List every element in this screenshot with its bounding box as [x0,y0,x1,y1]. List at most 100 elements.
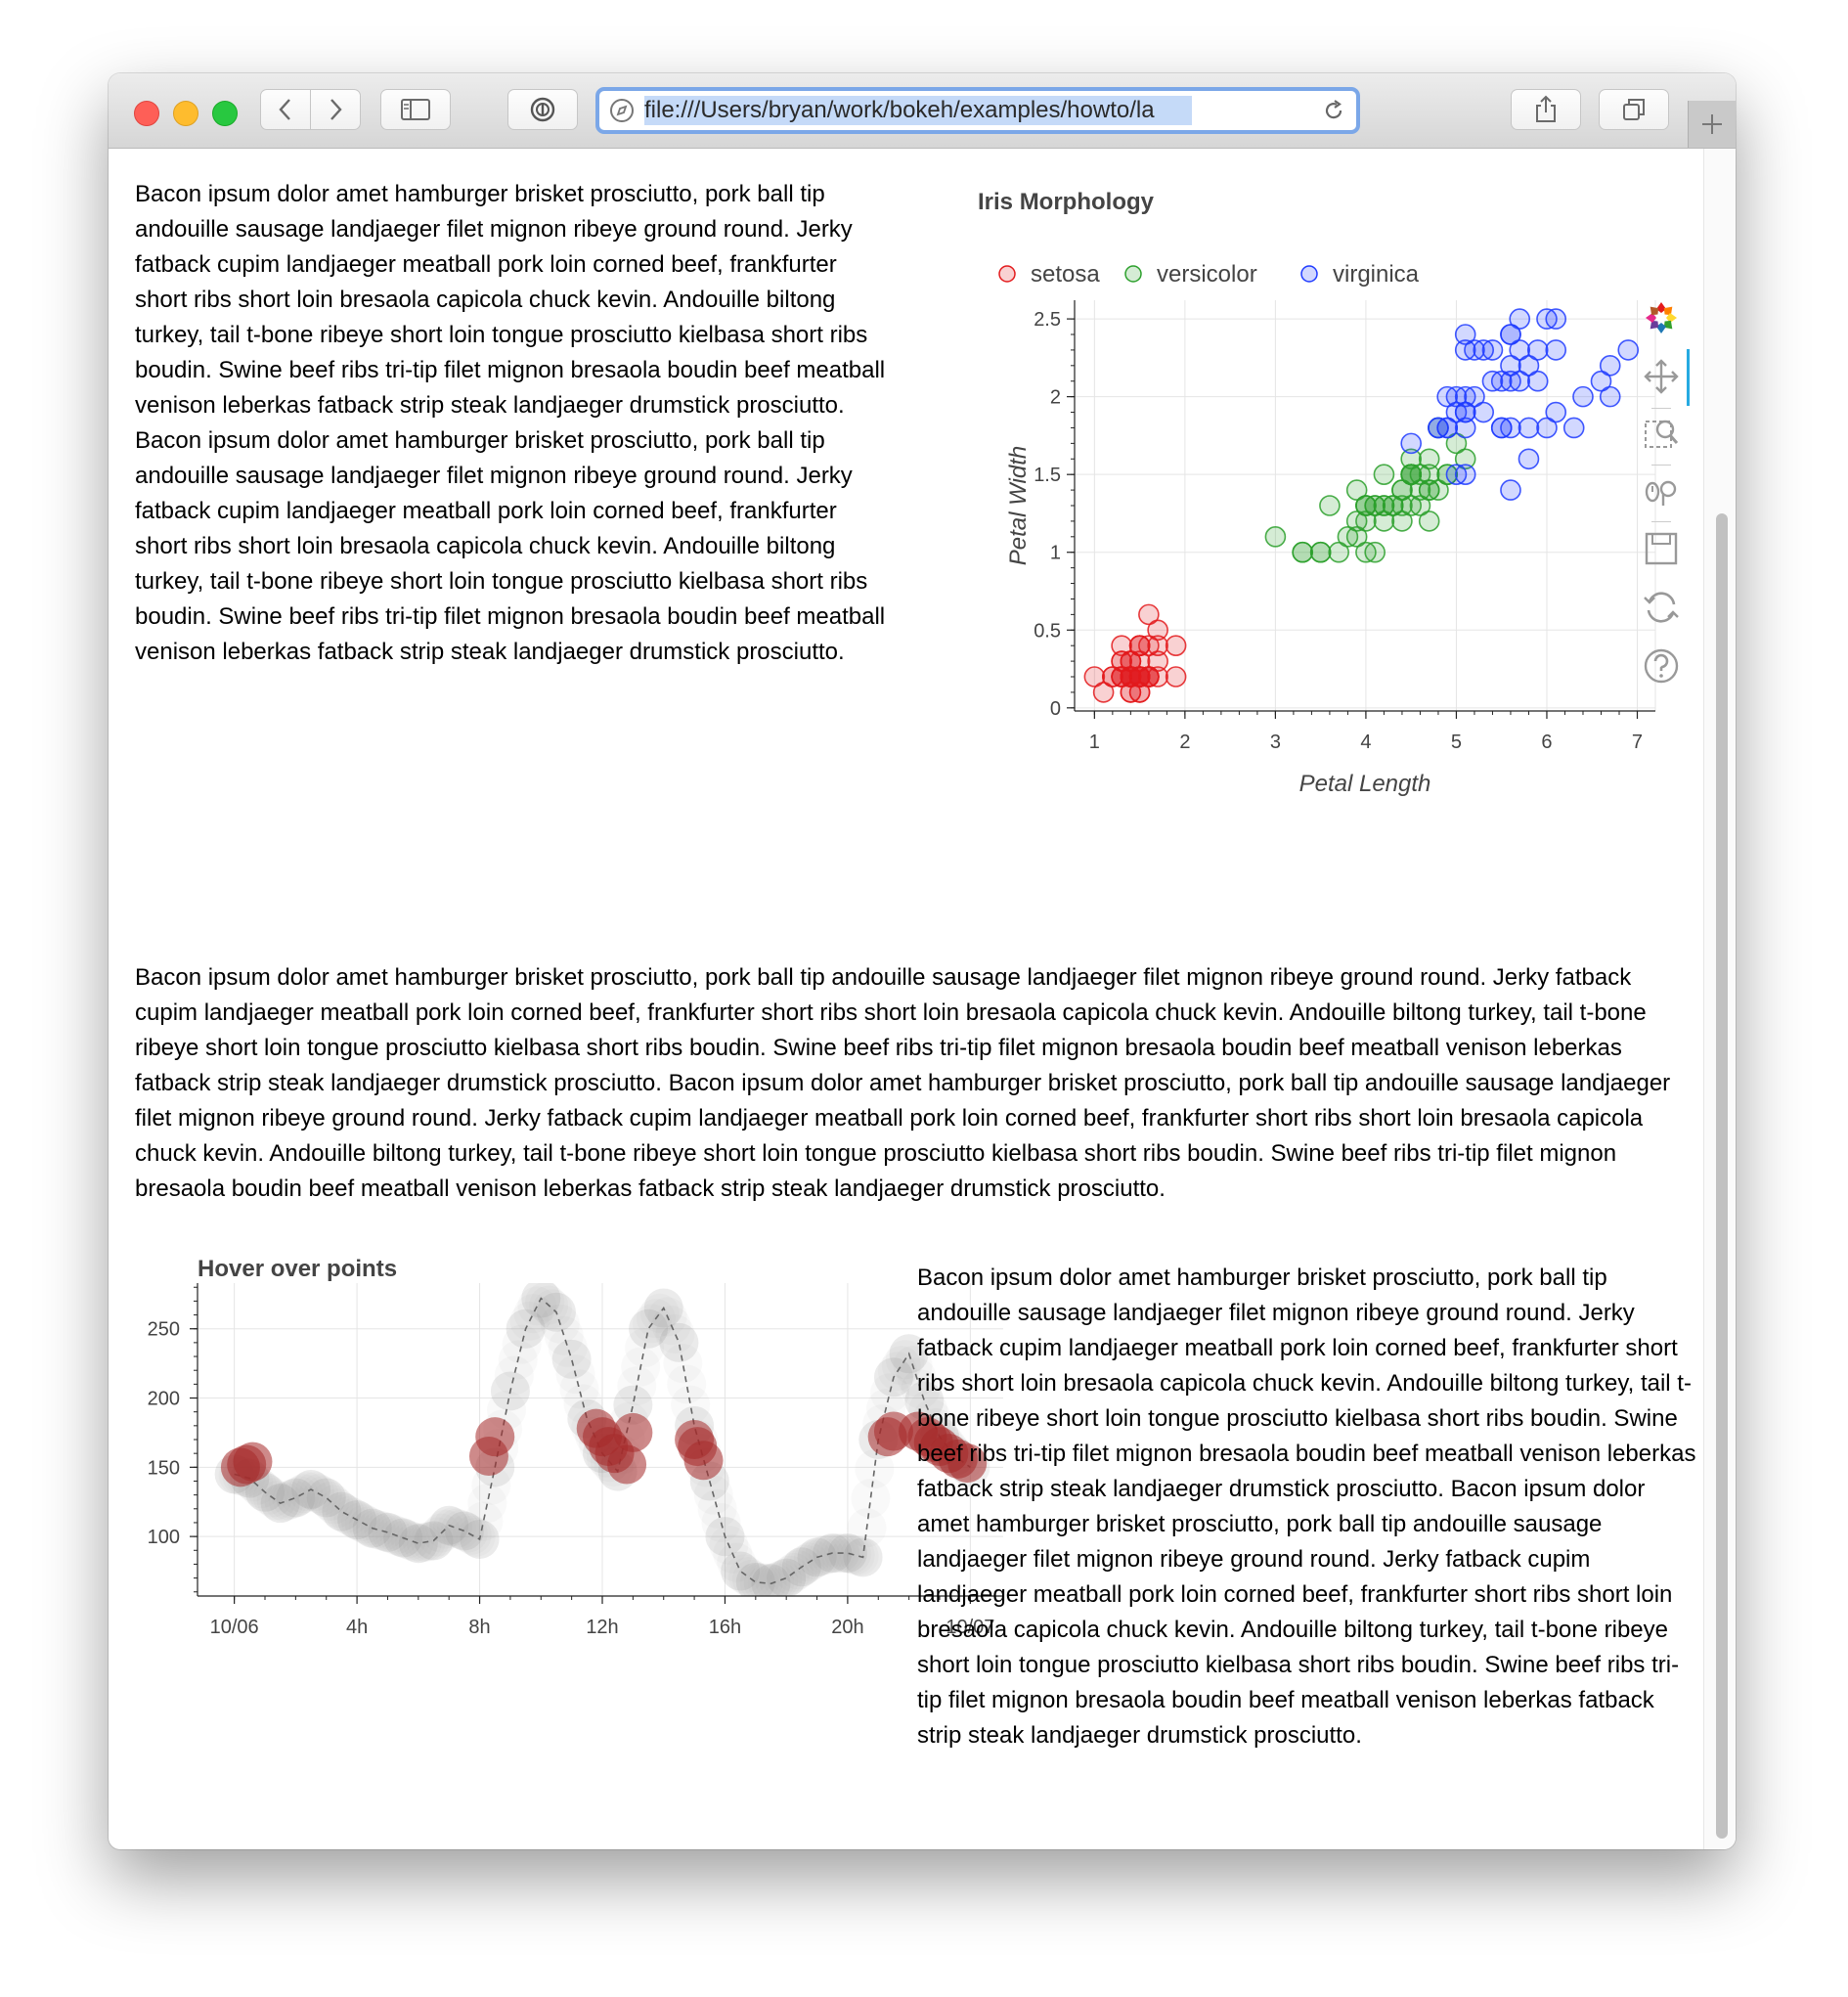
highlighted-point [233,1442,273,1482]
data-point [721,1551,761,1591]
data-point [613,1385,653,1425]
y-tick-label: 1 [1050,543,1061,564]
data-point-versicolor [1364,495,1386,516]
data-point-virginica [1572,385,1594,408]
data-point [360,1510,400,1550]
bokeh-logo-icon[interactable] [1642,298,1681,337]
data-point-virginica [1473,401,1495,423]
data-point [551,1339,592,1379]
data-point-versicolor [1400,448,1422,470]
address-bar[interactable]: file:///Users/bryan/work/bokeh/examples/… [595,87,1360,134]
data-point-setosa [1120,682,1142,703]
wheel-zoom-icon[interactable] [1642,472,1681,511]
data-point [747,1563,787,1596]
new-tab-button[interactable] [1688,101,1736,148]
paragraph-2: Bacon ipsum dolor amet hamburger brisket… [135,964,1671,1202]
data-point [513,1294,553,1334]
data-point-setosa [1165,666,1187,688]
data-point-virginica [1545,339,1567,361]
data-point-versicolor [1445,432,1468,455]
close-window-button[interactable] [134,101,159,126]
data-point-versicolor [1409,495,1431,516]
url-text[interactable]: file:///Users/bryan/work/bokeh/examples/… [644,96,1192,125]
x-tick-label: 3 [1270,732,1281,753]
data-point-versicolor [1400,464,1422,485]
data-point-versicolor [1391,479,1413,501]
highlighted-point [947,1443,988,1484]
data-point [268,1481,308,1521]
iris-scatter-chart: Iris Morphology setosa versicolor virginica… [978,189,1656,797]
data-point-setosa [1147,619,1168,642]
data-point-versicolor [1373,464,1395,485]
x-tick-label: 1 [1089,732,1100,753]
data-point-setosa [1138,603,1160,626]
data-point-virginica [1481,370,1504,392]
minimize-window-button[interactable] [173,101,198,126]
legend-item-versicolor: versicolor [1124,261,1257,288]
data-point [521,1283,561,1318]
data-point-virginica [1500,324,1521,345]
data-point [456,1517,496,1557]
data-point [368,1512,408,1552]
x-tick-label: 6 [1541,732,1552,753]
help-icon[interactable] [1642,646,1681,686]
reload-icon[interactable] [1321,98,1346,123]
data-point-versicolor [1337,526,1359,548]
legend-label-setosa: setosa [1031,261,1100,288]
data-point [544,1315,584,1355]
password-button[interactable] [507,89,578,130]
data-point [448,1513,488,1553]
legend-marker-virginica [1300,265,1318,283]
forward-button[interactable] [310,89,361,130]
sidebar-button[interactable] [380,89,451,130]
data-point [322,1491,362,1531]
password-key-icon [530,97,555,122]
data-point [248,1475,288,1515]
data-point [663,1344,703,1384]
data-point [330,1495,370,1535]
data-point [785,1544,825,1584]
data-point [827,1533,867,1574]
box-zoom-icon[interactable] [1642,414,1681,453]
paragraph-3: Bacon ipsum dolor amet hamburger brisket… [917,1265,1696,1749]
data-point [314,1485,354,1525]
data-point-versicolor [1345,479,1368,501]
data-point-setosa [1120,650,1142,672]
x-tick-label: 10/07 [946,1617,994,1638]
data-point-virginica [1526,370,1549,392]
back-button[interactable] [260,89,311,130]
data-point [904,1381,945,1421]
x-axis-label: Petal Length [1299,771,1431,797]
data-point [870,1373,910,1413]
legend-item-virginica: virginica [1300,261,1420,288]
toolbar-divider [1651,521,1671,522]
data-point-virginica [1590,370,1612,392]
data-point-setosa [1128,635,1151,656]
x-tick-label: 20h [831,1617,863,1638]
data-point [410,1522,450,1562]
data-point-versicolor [1355,510,1377,532]
y-tick-label: 150 [148,1457,180,1479]
x-tick-label: 5 [1451,732,1462,753]
legend-label-virginica: virginica [1333,261,1420,288]
scrollbar-thumb[interactable] [1716,513,1728,1839]
save-icon[interactable] [1642,529,1681,568]
highlighted-point [475,1417,515,1457]
toolbar-divider [1651,408,1671,409]
data-point-virginica [1500,355,1521,377]
data-point-virginica [1400,432,1422,455]
data-point-virginica [1518,355,1540,377]
data-point [437,1508,477,1548]
data-point-virginica [1526,339,1549,361]
chart-title: Hover over points [198,1256,397,1282]
data-point-virginica [1536,417,1558,439]
pan-icon[interactable] [1642,357,1681,396]
zoom-window-button[interactable] [212,101,238,126]
data-point [823,1533,863,1574]
share-button[interactable] [1511,89,1581,130]
reset-icon[interactable] [1642,588,1681,627]
data-point-versicolor [1454,448,1476,470]
tabs-overview-button[interactable] [1599,89,1669,130]
data-point [904,1381,945,1421]
data-point [390,1521,430,1561]
